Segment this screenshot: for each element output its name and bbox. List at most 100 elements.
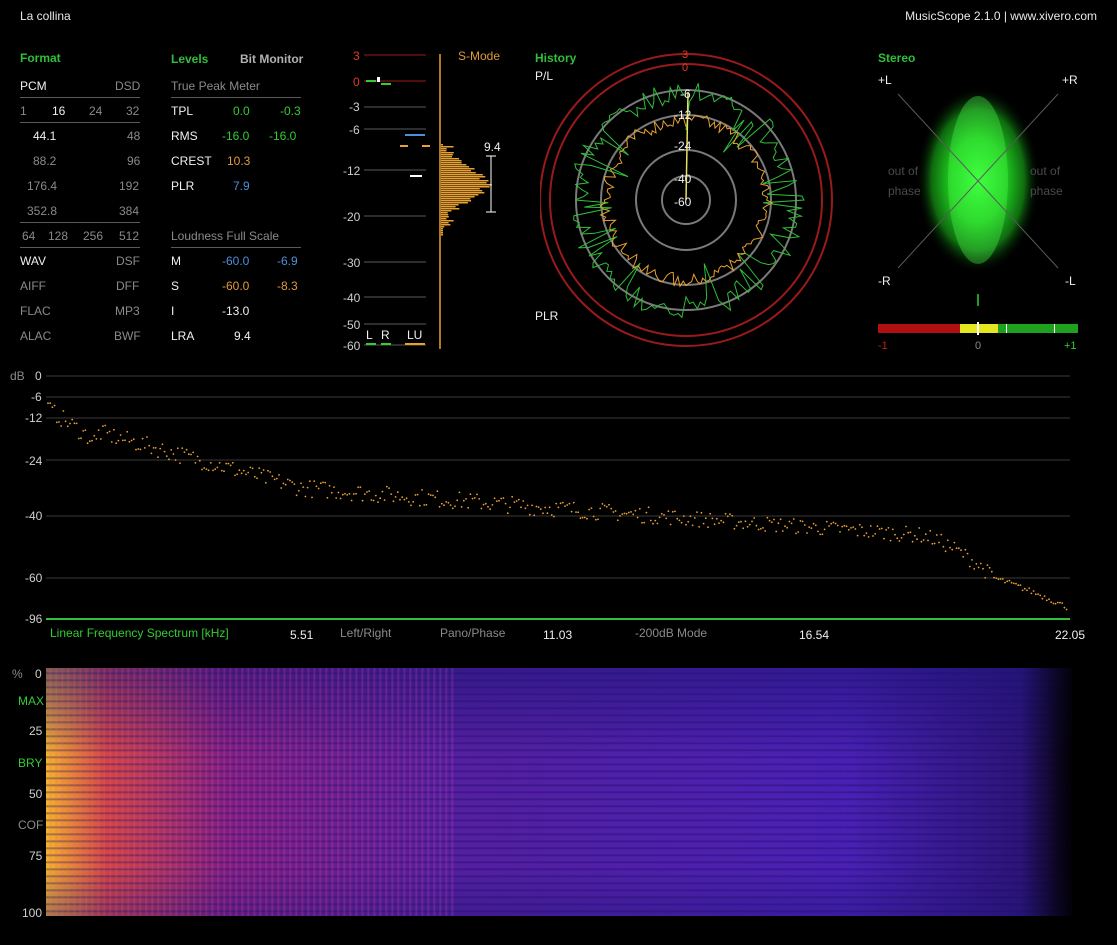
- rate-48: 48: [127, 129, 141, 143]
- bit-24: 24: [89, 104, 103, 118]
- rate-96: 96: [127, 154, 141, 168]
- meter-lu-label: LU: [407, 328, 423, 342]
- marker-max: MAX: [18, 694, 45, 708]
- corr-plus-1: +1: [1064, 340, 1077, 352]
- spectrum-title: Linear Frequency Spectrum [kHz]: [50, 626, 229, 640]
- spectrum-y-96: -96: [25, 612, 43, 626]
- marker-cof: COF: [18, 818, 44, 832]
- ring-label-12: -12: [674, 108, 692, 122]
- spectrum-y-0: 0: [35, 369, 42, 383]
- container-flac: FLAC: [20, 304, 51, 318]
- i-label: I: [171, 304, 175, 318]
- correlation-meter: [878, 294, 1078, 335]
- plr-label: PLR: [171, 179, 195, 193]
- meter-l-label: L: [366, 328, 373, 342]
- mode-left-right[interactable]: Left/Right: [340, 626, 392, 640]
- rate-176: 176.4: [27, 179, 58, 193]
- spectrum-x-22: 22.05: [1055, 628, 1086, 642]
- spectrum-y-12: -12: [25, 411, 43, 425]
- s-label: S: [171, 279, 180, 293]
- rms-label: RMS: [171, 129, 198, 143]
- stereo-minus-r: -R: [878, 274, 891, 288]
- container-wav: WAV: [20, 254, 46, 268]
- bit-16: 16: [52, 104, 66, 118]
- history-radar: [540, 53, 833, 347]
- spectrogram-100: 100: [22, 906, 43, 920]
- meter-scale-3: 3: [353, 49, 360, 63]
- m-right: -6.9: [277, 254, 298, 268]
- spectrogram-50: 50: [29, 787, 43, 801]
- container-mp3: MP3: [115, 304, 140, 318]
- ring-label-40: -40: [674, 172, 692, 186]
- true-peak-title: True Peak Meter: [171, 79, 260, 93]
- out-of-phase-left-2: phase: [888, 184, 921, 198]
- bit-32: 32: [126, 104, 140, 118]
- stereo-goniometer: [897, 86, 1059, 274]
- track-title: La collina: [20, 9, 71, 23]
- pcm-label: PCM: [20, 79, 47, 93]
- stereo-plus-r: +R: [1062, 73, 1078, 87]
- spectrogram-75: 75: [29, 849, 43, 863]
- meter-scale-0: 0: [353, 75, 360, 89]
- spectrum-x-11: 11.03: [543, 628, 573, 642]
- level-meter: [364, 54, 496, 349]
- spectrum-x-16: 16.54: [799, 628, 830, 642]
- spectrum-y-24: -24: [25, 454, 43, 468]
- spectrum-y-60: -60: [25, 571, 43, 585]
- rate-352: 352.8: [27, 204, 58, 218]
- frequency-spectrum: [46, 375, 1070, 620]
- loudness-histogram: [441, 144, 492, 236]
- dsd-256: 256: [83, 229, 104, 243]
- container-bwf: BWF: [114, 329, 141, 343]
- i-value: -13.0: [222, 304, 250, 318]
- ring-label-24: -24: [674, 139, 692, 153]
- corr-minus-1: -1: [878, 340, 888, 352]
- history-pl-label: P/L: [535, 69, 554, 83]
- mode-pano-phase[interactable]: Pano/Phase: [440, 626, 506, 640]
- tpl-left: 0.0: [233, 104, 250, 118]
- spectrogram-25: 25: [29, 724, 43, 738]
- container-aiff: AIFF: [20, 279, 46, 293]
- mode-200db[interactable]: -200dB Mode: [635, 626, 708, 640]
- lra-value: 9.4: [234, 329, 251, 343]
- tpl-right: -0.3: [280, 104, 301, 118]
- container-dsf: DSF: [116, 254, 140, 268]
- dsd-512: 512: [119, 229, 140, 243]
- m-label: M: [171, 254, 181, 268]
- meter-scale-m6: -6: [349, 123, 360, 137]
- format-title: Format: [20, 51, 61, 65]
- spectrum-db-label: dB: [10, 369, 25, 383]
- crest-label: CREST: [171, 154, 212, 168]
- loudness-title: Loudness Full Scale: [171, 229, 280, 243]
- s-mode-toggle[interactable]: S-Mode: [458, 49, 501, 63]
- ring-label-3: 3: [682, 49, 689, 61]
- rate-88: 88.2: [33, 154, 57, 168]
- s-left: -60.0: [222, 279, 250, 293]
- meter-scale-m40: -40: [343, 291, 361, 305]
- m-left: -60.0: [222, 254, 250, 268]
- dsd-label: DSD: [115, 79, 141, 93]
- levels-title: Levels: [171, 52, 209, 66]
- rate-384: 384: [119, 204, 140, 218]
- dsd-128: 128: [48, 229, 69, 243]
- spectrum-x-5: 5.51: [290, 628, 314, 642]
- s-right: -8.3: [277, 279, 298, 293]
- lra-bracket-value: 9.4: [484, 140, 501, 154]
- dsd-64: 64: [22, 229, 36, 243]
- marker-bry: BRY: [18, 756, 43, 770]
- app-title[interactable]: MusicScope 2.1.0 | www.xivero.com: [905, 9, 1097, 23]
- stereo-plus-l: +L: [878, 73, 892, 87]
- spectrum-y-40: -40: [25, 509, 43, 523]
- crest-value: 10.3: [227, 154, 251, 168]
- ring-label-60: -60: [674, 195, 692, 209]
- stereo-minus-l: -L: [1065, 274, 1076, 288]
- meter-scale-m20: -20: [343, 210, 361, 224]
- spectrogram-0: 0: [35, 667, 42, 681]
- tpl-label: TPL: [171, 104, 194, 118]
- bit-monitor-tab[interactable]: Bit Monitor: [240, 52, 304, 66]
- rms-right: -16.0: [269, 129, 297, 143]
- meter-scale-m50: -50: [343, 318, 361, 332]
- meter-scale-m30: -30: [343, 256, 361, 270]
- meter-scale-m12: -12: [343, 164, 361, 178]
- history-plr-label: PLR: [535, 309, 559, 323]
